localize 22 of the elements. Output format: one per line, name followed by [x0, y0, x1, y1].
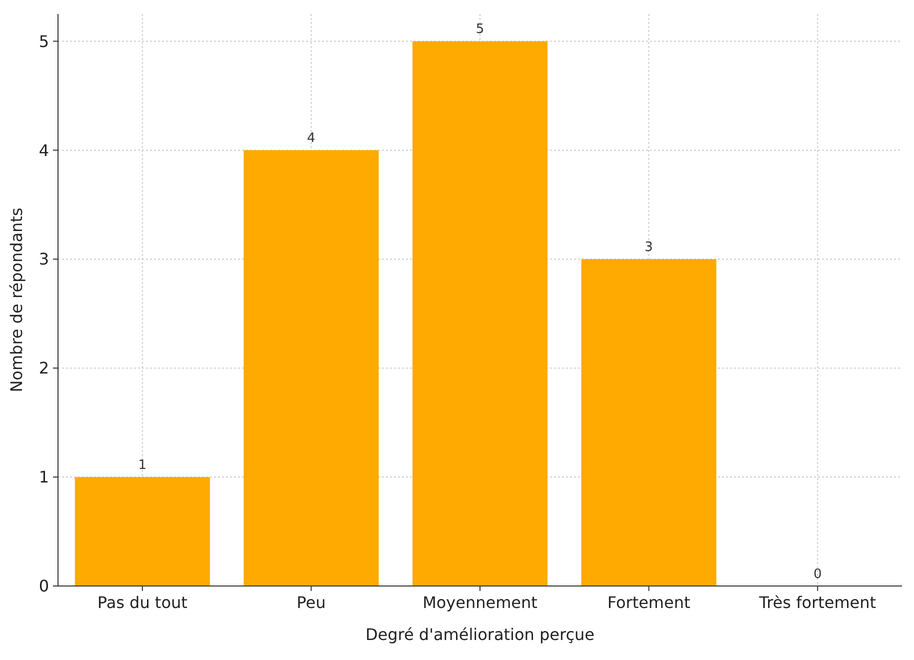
- data-label: 5: [476, 22, 484, 38]
- x-tick-label: Moyennement: [422, 593, 538, 612]
- x-tick-label: Peu: [296, 593, 326, 612]
- y-tick-label: 0: [38, 576, 49, 596]
- y-tick-label: 5: [38, 32, 49, 51]
- bar: [74, 477, 210, 586]
- y-axis-title: Nombre de répondants: [7, 208, 26, 392]
- y-tick-label: 4: [38, 140, 49, 160]
- x-tick-label: Fortement: [607, 593, 690, 612]
- bar: [581, 259, 716, 586]
- y-tick-label: 1: [38, 468, 49, 487]
- x-tick-label: Pas du tout: [97, 593, 188, 612]
- bar: [412, 41, 548, 586]
- x-axis-title: Degré d'amélioration perçue: [365, 625, 595, 644]
- data-label: 0: [813, 567, 822, 582]
- y-tick-label: 3: [38, 250, 49, 269]
- data-label: 1: [138, 458, 147, 474]
- data-label: 4: [307, 131, 316, 146]
- y-tick-label: 2: [38, 358, 49, 378]
- bar: [244, 150, 379, 586]
- data-label: 3: [644, 240, 653, 256]
- x-tick-label: Très fortement: [758, 593, 876, 612]
